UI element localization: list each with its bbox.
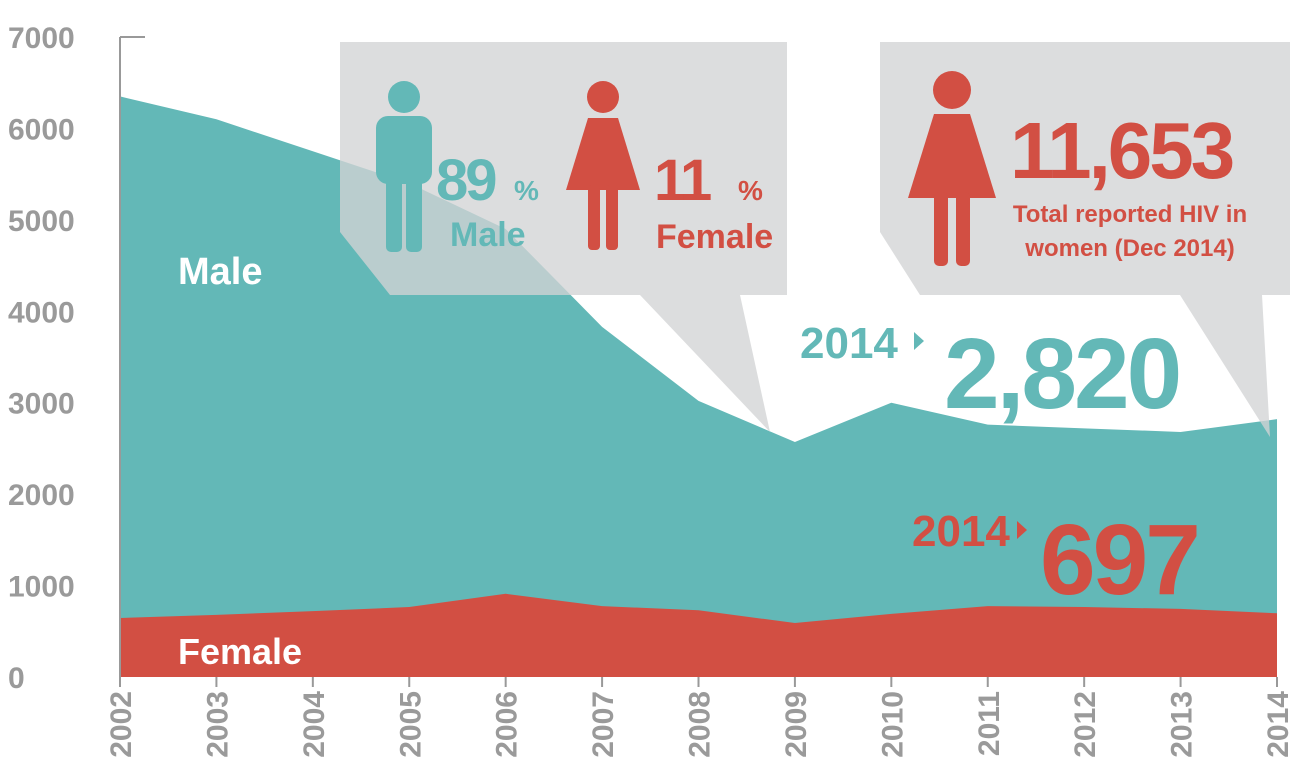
annotation: Male [450,216,526,254]
annotation: 89 [436,148,496,213]
x-tick-label: 2014 [1262,691,1295,758]
x-tick-label: 2010 [876,691,909,758]
series-label: Male [178,251,262,293]
x-tick-label: 2012 [1069,691,1102,758]
annotation: Female [656,218,773,256]
annotation: % [738,175,763,206]
arrow [1017,521,1027,539]
annotation: women (Dec 2014) [1024,235,1234,262]
y-tick-label: 3000 [8,388,75,421]
female-icon [566,81,640,250]
y-tick-label: 5000 [8,205,75,238]
y-tick-label: 7000 [8,22,75,55]
x-tick-label: 2004 [298,691,331,758]
x-tick-label: 2011 [973,691,1006,756]
area [120,593,1277,677]
y-tick-label: 0 [8,662,25,695]
annotation: 2014 [912,507,1010,556]
x-tick-label: 2007 [587,691,620,758]
annotation: 2,820 [944,318,1179,430]
x-tick-label: 2006 [491,691,524,758]
axes: 0 1000 2000 3000 4000 5000 6000 7000 2002 2003 200… [8,22,1295,758]
series-label: Female [178,631,302,672]
annotation: 697 [1040,504,1198,616]
arrow [914,332,924,350]
annotation: % [514,175,539,206]
y-tick-label: 1000 [8,571,75,604]
annotation: Total reported HIV in [1013,201,1247,228]
x-tick-label: 2008 [684,691,717,758]
x-tick-label: 2003 [201,691,234,758]
x-tick-label: 2005 [394,691,427,758]
y-tick-label: 2000 [8,479,75,512]
y-tick-label: 6000 [8,113,75,146]
male-icon [376,81,432,252]
x-tick-label: 2013 [1166,691,1199,758]
annotation: 2014 [800,319,898,368]
annotations: 89 % Male 11 % Female 11,653 Total reported HIV… [436,106,1247,616]
female-icon [908,71,996,266]
x-tick-label: 2009 [780,691,813,758]
annotation: 11 [654,148,711,213]
y-tick-label: 4000 [8,296,75,329]
annotation: 11,653 [1010,106,1233,195]
callout-box [880,42,1290,437]
x-tick-label: 2002 [105,691,138,758]
callout-box [340,42,787,432]
